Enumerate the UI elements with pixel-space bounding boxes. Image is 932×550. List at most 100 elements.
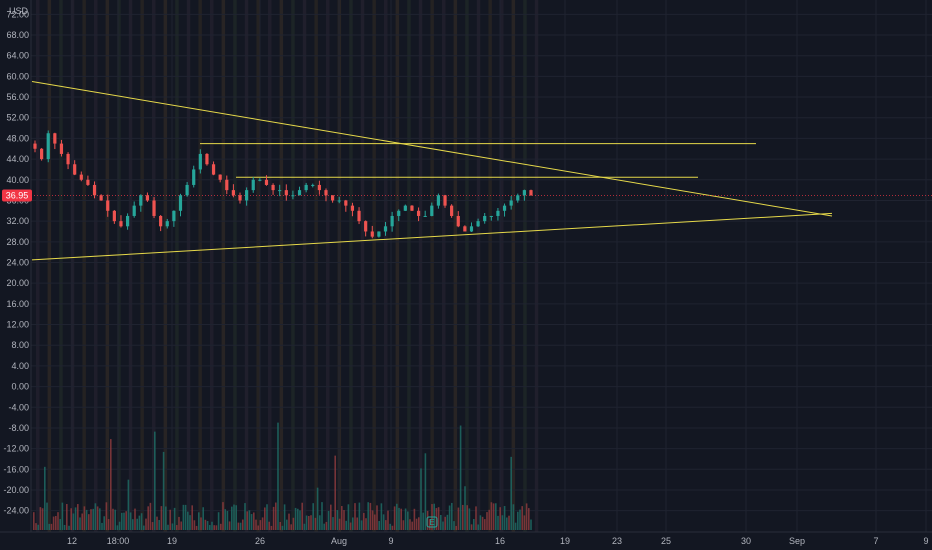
volume-bar — [435, 508, 438, 530]
volume-bar — [209, 525, 211, 530]
volume-bar — [521, 506, 523, 530]
volume-bar — [292, 517, 295, 530]
volume-bar — [477, 524, 479, 530]
volume-bar — [319, 515, 321, 530]
price-tick-label: -24.00 — [3, 506, 29, 516]
price-tick-label: -8.00 — [8, 423, 29, 433]
price-tick-label: 0.00 — [11, 382, 29, 392]
volume-bar — [121, 512, 123, 530]
volume-bar — [46, 502, 48, 530]
volume-bar — [270, 525, 273, 530]
volume-bar — [132, 519, 134, 530]
price-tick-label: 60.00 — [6, 71, 29, 81]
candle-body — [370, 231, 374, 237]
candle-body — [529, 190, 533, 196]
time-axis[interactable]: 12 18:00 19 26 Aug 9 16 19 23 25 30 Sep 7 9 — [0, 531, 932, 546]
volume-bar — [301, 502, 303, 530]
volume-bar — [66, 503, 68, 530]
volume-bar — [391, 525, 394, 530]
candle-body — [383, 226, 388, 232]
volume-bar — [316, 487, 319, 530]
volume-bar — [167, 524, 169, 530]
volume-bar — [486, 512, 488, 530]
volume-bar — [81, 513, 83, 530]
volume-bar — [74, 507, 77, 530]
candle-body — [291, 195, 295, 197]
candle-body — [489, 215, 493, 217]
trendline-upper — [31, 81, 833, 217]
volume-bar — [156, 516, 158, 530]
candle-body — [496, 210, 500, 216]
volume-bar — [220, 523, 222, 530]
candle-body — [178, 195, 183, 211]
volume-bar — [160, 506, 163, 530]
price-tick-label: -12.00 — [3, 444, 29, 454]
volume-bar — [277, 422, 279, 530]
volume-bar — [158, 520, 160, 530]
bg-stripe — [384, 0, 388, 532]
candle-body — [46, 133, 50, 160]
volume-bar — [525, 503, 528, 530]
volume-bar — [206, 521, 209, 530]
bg-stripe — [291, 0, 295, 532]
volume-bar — [272, 506, 275, 530]
volume-bar — [448, 505, 451, 530]
earnings-badge[interactable]: E — [426, 516, 438, 528]
bg-stripe — [488, 0, 492, 532]
time-tick-label: 19 — [167, 536, 177, 546]
volume-bar — [70, 508, 72, 530]
candle-body — [476, 221, 480, 227]
volume-bar — [193, 520, 196, 530]
volume-bar — [429, 519, 431, 530]
bg-stripe — [279, 0, 284, 532]
volume-bar — [457, 507, 460, 530]
volume-bar — [187, 511, 189, 530]
volume-bar — [125, 511, 127, 530]
volume-bar — [88, 514, 90, 530]
volume-bar — [200, 517, 202, 530]
volume-bar — [112, 508, 114, 530]
price-axis[interactable]: 72.00 68.00 64.00 60.00 56.00 52.00 48.00 44.00… — [3, 0, 32, 532]
price-tick-label: 20.00 — [6, 278, 29, 288]
candle-body — [516, 195, 520, 201]
time-tick-label: 19 — [560, 536, 570, 546]
volume-bar — [134, 508, 136, 530]
volume-bar — [382, 514, 385, 530]
volume-bar — [151, 522, 154, 530]
volume-bar — [314, 517, 317, 530]
candle-body — [403, 205, 407, 211]
bg-stripe — [268, 0, 272, 532]
volume-bar — [59, 519, 61, 530]
candle-body — [145, 195, 150, 201]
candle-body — [483, 215, 487, 222]
volume-bar — [39, 507, 42, 530]
candle-body — [264, 179, 269, 185]
bg-stripe — [105, 0, 110, 532]
volume-bar — [143, 525, 145, 530]
volume-bar — [325, 521, 328, 530]
volume-bar — [492, 503, 495, 530]
volume-bar — [495, 503, 497, 530]
candlestick-series[interactable] — [33, 130, 533, 239]
volume-bar — [444, 516, 446, 530]
volume-bar — [404, 508, 407, 530]
volume-bar — [347, 504, 350, 530]
price-tick-label: 68.00 — [6, 30, 29, 40]
volume-bar — [446, 514, 449, 530]
time-tick-label: 7 — [873, 536, 878, 546]
volume-bar — [244, 503, 246, 530]
volume-bar — [176, 525, 178, 530]
volume-bar — [204, 519, 207, 530]
volume-bar — [35, 523, 37, 530]
volume-bar — [107, 519, 110, 530]
candle-body — [165, 221, 169, 227]
volume-bar — [349, 522, 352, 530]
volume-bar — [312, 503, 314, 530]
volume-bar — [283, 504, 286, 530]
candle-body — [311, 184, 315, 186]
bg-stripe — [186, 0, 191, 532]
volume-bar — [407, 511, 409, 530]
volume-bar — [380, 503, 383, 530]
